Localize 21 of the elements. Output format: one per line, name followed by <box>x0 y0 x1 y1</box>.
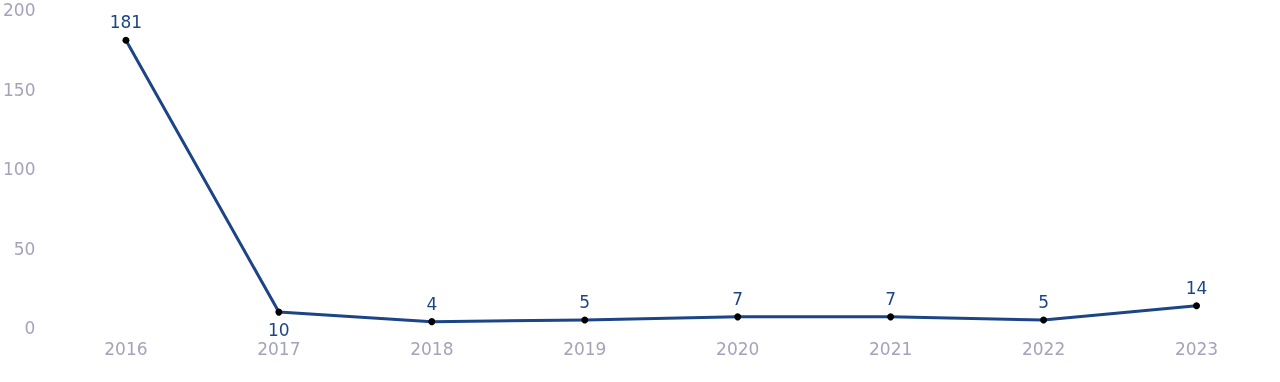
y-tick-label: 0 <box>24 318 36 338</box>
data-label: 7 <box>732 288 744 309</box>
data-label: 7 <box>885 288 897 309</box>
y-tick-label: 100 <box>2 159 36 179</box>
x-tick-label: 2023 <box>1174 338 1219 359</box>
y-tick-label: 50 <box>13 238 36 259</box>
data-label: 10 <box>268 320 290 341</box>
y-tick-label: 200 <box>2 0 36 20</box>
data-label: 181 <box>109 12 143 33</box>
x-tick-label: 2020 <box>716 338 760 359</box>
x-tick-label: 2022 <box>1021 338 1066 359</box>
x-tick-label: 2018 <box>410 338 454 359</box>
x-tick-label: 2017 <box>257 338 301 359</box>
x-tick-label: 2019 <box>563 338 607 359</box>
data-label: 5 <box>1038 292 1049 313</box>
x-tick-label: 2016 <box>104 338 148 359</box>
data-label: 5 <box>579 292 591 313</box>
x-tick-label: 2021 <box>869 338 913 359</box>
data-label: 14 <box>1185 277 1208 298</box>
y-tick-label: 150 <box>2 79 36 100</box>
data-label: 4 <box>426 293 438 314</box>
